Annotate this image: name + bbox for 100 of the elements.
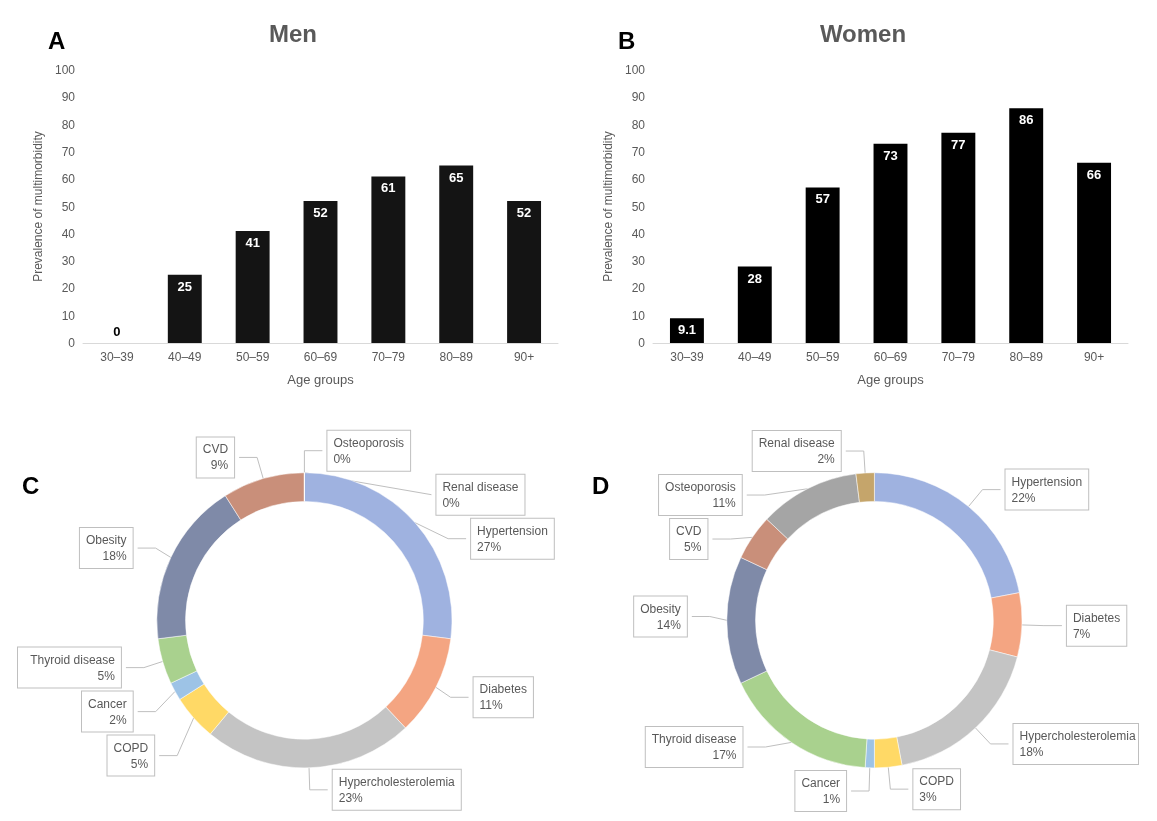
- data-label: 5%: [130, 756, 149, 771]
- data-label: 5%: [97, 668, 116, 683]
- data-label: 3%: [919, 790, 938, 805]
- bar: [737, 266, 772, 343]
- text: A: [48, 26, 66, 54]
- text: C: [22, 471, 40, 499]
- slice-label: Thyroid disease: [30, 652, 116, 667]
- text: B: [618, 26, 636, 54]
- x-tick-label: 80–89: [1009, 350, 1044, 364]
- slice-label: Obesity: [640, 601, 681, 616]
- slice-label: Hypertension: [1011, 474, 1083, 489]
- y-tick-label: 50: [61, 199, 76, 214]
- x-tick-label: 40–49: [168, 350, 202, 364]
- bar: [507, 201, 542, 343]
- x-tick-label: 80–89: [439, 350, 474, 364]
- data-label: 86: [1018, 112, 1034, 128]
- y-tick-label: 70: [631, 144, 646, 159]
- bar: [303, 201, 338, 343]
- data-label: 17%: [712, 748, 737, 762]
- y-tick-label: 90: [631, 90, 646, 105]
- y-tick-label: 20: [61, 281, 76, 296]
- data-label: 9%: [210, 458, 229, 473]
- slice-label: Obesity: [85, 533, 127, 548]
- y-axis-title: Prevalence of multimorbidity: [601, 131, 616, 282]
- y-tick-label: 50: [631, 199, 646, 214]
- y-tick-label: 90: [61, 90, 76, 105]
- bar: [805, 187, 840, 343]
- y-tick-label: 100: [54, 63, 76, 77]
- slice-label: Diabetes: [1072, 610, 1121, 625]
- slice-label: Renal disease: [758, 436, 836, 451]
- slice-label: Hypercholesterolemia: [338, 774, 456, 789]
- slice-label: Diabetes: [479, 682, 527, 697]
- data-label: 22%: [1011, 490, 1036, 505]
- data-label: 28: [747, 270, 763, 286]
- data-label: 52: [313, 205, 328, 221]
- x-tick-label: 90+: [1083, 350, 1105, 364]
- y-tick-label: 100: [624, 63, 646, 77]
- y-tick-label: 30: [61, 254, 76, 269]
- y-tick-label: 10: [631, 308, 646, 323]
- x-tick-label: 30–39: [100, 350, 134, 364]
- y-tick-label: 60: [61, 172, 76, 187]
- data-label: 27%: [477, 539, 502, 554]
- data-label: 2%: [109, 712, 128, 727]
- slice-label: Cancer: [88, 696, 127, 711]
- bar: [235, 231, 270, 343]
- slice-label: Cancer: [801, 776, 841, 790]
- x-tick-label: 50–59: [235, 350, 270, 364]
- bar: [941, 132, 976, 343]
- y-tick-label: 40: [631, 226, 646, 241]
- x-axis-title: Age groups: [287, 372, 355, 387]
- x-tick-label: 40–49: [738, 350, 772, 364]
- data-label: 52: [516, 205, 532, 221]
- data-label: 57: [815, 191, 830, 207]
- bar: [873, 143, 908, 343]
- x-axis-title: Age groups: [857, 372, 925, 387]
- data-label: 9.1: [677, 322, 696, 338]
- y-tick-label: 60: [631, 172, 646, 187]
- text: 0%: [442, 495, 460, 510]
- data-label: 2%: [817, 452, 836, 467]
- data-label: 61: [381, 180, 396, 196]
- bar: [1009, 108, 1044, 343]
- x-tick-label: 70–79: [371, 350, 406, 364]
- slice-label: CVD: [202, 442, 229, 457]
- y-tick-label: 70: [61, 144, 76, 159]
- data-label: 23%: [338, 790, 364, 805]
- data-label: 73: [883, 147, 898, 163]
- text: D: [592, 471, 610, 499]
- y-tick-label: 0: [638, 336, 646, 350]
- slice-label: COPD: [919, 774, 955, 789]
- y-tick-label: 0: [68, 336, 76, 350]
- data-label: 14%: [656, 617, 682, 632]
- bar: [371, 176, 406, 343]
- x-tick-label: 90+: [513, 350, 535, 364]
- bar: [439, 165, 474, 343]
- data-label: 5%: [684, 540, 702, 555]
- slice-label: Hypercholesterolemia: [1019, 728, 1136, 743]
- x-tick-label: 70–79: [941, 350, 976, 364]
- x-tick-label: 60–69: [873, 350, 908, 364]
- y-tick-label: 30: [631, 254, 646, 269]
- x-tick-label: 60–69: [303, 350, 338, 364]
- slice-label: COPD: [113, 740, 149, 755]
- data-label: 66: [1086, 166, 1102, 182]
- bar: [167, 274, 202, 343]
- data-label: 7%: [1072, 626, 1091, 641]
- data-label: 1%: [822, 792, 841, 806]
- x-tick-label: 50–59: [805, 350, 840, 364]
- category-label: Renal disease: [442, 479, 519, 494]
- x-tick-label: 30–39: [670, 350, 704, 364]
- data-label: 18%: [102, 549, 127, 564]
- chart-title: Men: [269, 19, 317, 47]
- y-tick-label: 40: [61, 226, 76, 241]
- bar: [1077, 162, 1112, 343]
- data-label: 11%: [712, 496, 737, 511]
- slice-label: Hypertension: [477, 523, 548, 538]
- data-label: 0: [113, 324, 121, 339]
- chart-title: Women: [819, 19, 907, 47]
- data-label: 11%: [479, 698, 504, 713]
- slice-label: Osteoporosis: [665, 480, 736, 495]
- y-tick-label: 10: [61, 308, 76, 323]
- data-label: 18%: [1019, 744, 1044, 759]
